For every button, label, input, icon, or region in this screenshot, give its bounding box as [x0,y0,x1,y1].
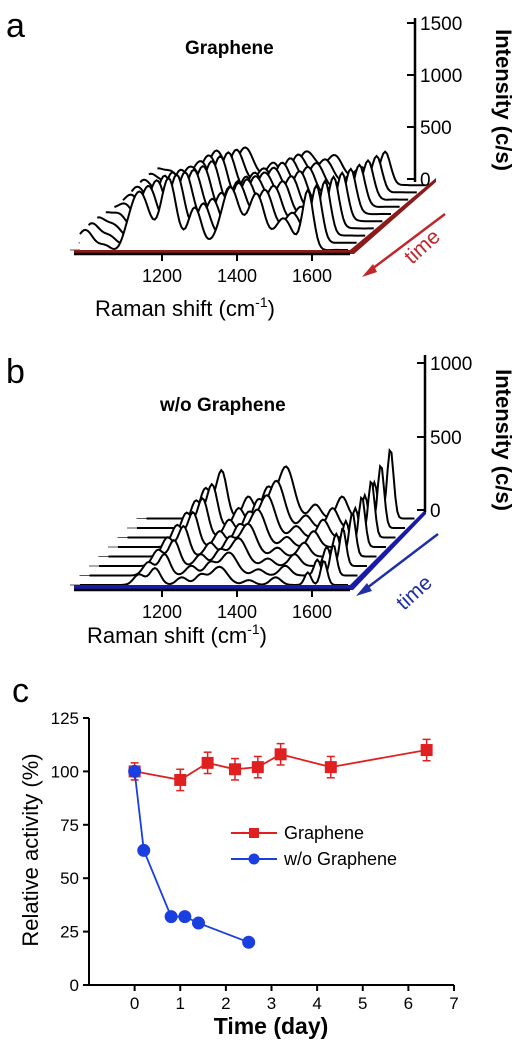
panel-b-spectrum [80,559,348,586]
legend-marker-graphene [249,828,259,838]
panel-a-x-ticks: 1200 1400 1600 [142,254,332,286]
data-point-wo-graphene [242,935,256,949]
panel-a-z-tick-label: 1000 [420,66,462,87]
data-point-graphene [324,761,337,774]
panel-a-arrow-line [367,213,446,273]
data-point-graphene [274,748,287,761]
panel-b-spectrum [89,543,358,577]
panel-a-x-tick-label: 1400 [217,266,257,286]
panel-b-z-tick-label: 1000 [430,354,472,375]
panel-a-time-arrow: time [362,213,446,277]
x-tick-label: 5 [358,994,367,1013]
panel-a-z-ticks: 0 500 1000 1500 [407,14,462,191]
data-point-graphene [420,744,433,757]
panel-b-x-tick-label: 1400 [217,602,257,622]
data-point-graphene [251,761,264,774]
legend-label-wo-graphene: w/o Graphene [283,849,397,869]
panel-b-arrow-label: time [392,571,437,615]
panel-b-ylabel: Intensity (c/s) [491,369,516,511]
data-point-graphene [229,763,241,776]
panel-b-arrow-line [362,533,439,592]
panel-b-x-ticks: 1200 1400 1600 [142,590,332,622]
y-tick-label: 25 [60,923,79,942]
legend-marker-wo-graphene [248,853,260,865]
panel-b-x-tick-label: 1600 [292,602,332,622]
data-point-graphene [174,773,187,786]
panel-a-arrow-head [362,264,377,277]
panel-c: c 0 25 50 75 100 125 0 1 2 3 4 5 6 7 Graphene w/o Grap… [12,672,459,1039]
panel-a-xlabel: Raman shift (cm-1) [95,294,275,321]
y-tick-label: 0 [70,976,79,995]
x-tick-label: 6 [404,994,413,1013]
panel-a-spectrum-fill [80,178,348,251]
panel-c-xlabel: Time (day) [214,1013,329,1039]
panel-a-ylabel: Intensity (c/s) [491,29,516,171]
panel-c-ylabel: Relative activity (%) [18,753,43,946]
panel-a-z-tick-label: 1500 [420,14,462,35]
panel-a-x-tick-label: 1200 [142,266,182,286]
panel-c-ticks: 0 25 50 75 100 125 0 1 2 3 4 5 6 7 [51,709,459,1013]
y-tick-label: 50 [60,869,79,888]
panel-b-letter: b [6,353,25,391]
data-point-wo-graphene [137,843,151,857]
panel-b-z-tick-label: 0 [430,501,441,522]
x-tick-label: 2 [221,994,230,1013]
data-point-wo-graphene [178,910,192,924]
panel-a-arrow-label: time [400,225,445,269]
x-tick-label: 7 [449,994,458,1013]
panel-a-title: Graphene [185,38,274,59]
y-tick-label: 75 [60,816,79,835]
panel-b-arrow-head [356,583,372,596]
panel-a-x-tick-label: 1600 [292,266,332,286]
legend-label-graphene: Graphene [284,823,364,843]
x-tick-label: 0 [130,994,139,1013]
data-point-graphene [201,756,214,769]
panel-a-z-tick-label: 500 [420,118,452,139]
panel-b-z-ticks: 0 500 1000 [417,354,472,522]
panel-a-spectrum [79,176,348,252]
x-tick-label: 3 [267,994,276,1013]
panel-a-letter: a [6,7,25,45]
y-tick-label: 125 [51,709,79,728]
panel-b-x-tick-label: 1200 [142,602,182,622]
panel-b-spectra [70,448,415,586]
panel-c-legend: Graphene w/o Graphene [231,823,397,869]
data-point-wo-graphene [128,764,142,778]
x-tick-label: 1 [176,994,185,1013]
data-point-wo-graphene [192,916,205,930]
panel-b-spectrum-fill [80,561,348,585]
x-tick-label: 4 [312,994,321,1013]
y-tick-label: 100 [51,762,79,781]
panel-a-z-tick-label: 0 [420,170,431,191]
panel-b-z-tick-label: 500 [430,428,462,449]
panel-b-xlabel: Raman shift (cm-1) [87,621,267,648]
panel-c-series [128,738,433,949]
panel-b-title: w/o Graphene [159,395,286,416]
panel-a-spectra [70,146,426,252]
series-line-wo-graphene [133,771,250,944]
data-point-wo-graphene [164,910,178,924]
panel-c-letter: c [12,672,29,710]
